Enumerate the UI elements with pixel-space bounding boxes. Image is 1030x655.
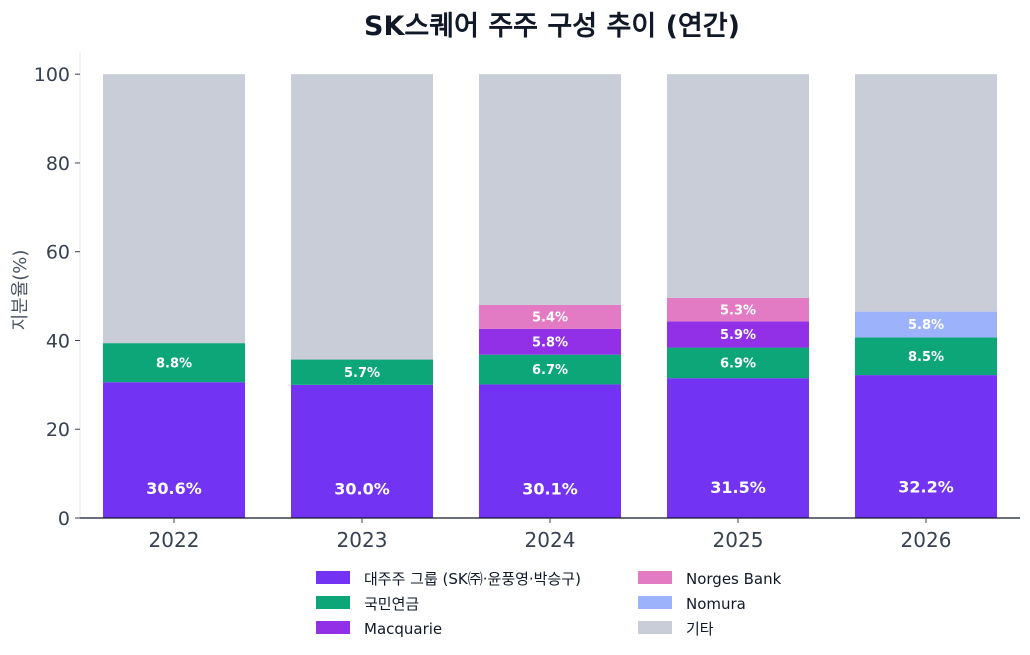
legend-swatch (316, 621, 350, 634)
bar-stack-2023: 30.0% 5.7% (291, 74, 433, 518)
x-tick-label: 2023 (337, 528, 388, 552)
bar-segment (103, 343, 245, 383)
y-axis-label: 지분율(%) (10, 250, 31, 331)
legend-swatch (638, 571, 672, 584)
bar-segment (667, 74, 809, 298)
x-tick-label: 2022 (149, 528, 200, 552)
bar-segment (103, 74, 245, 344)
legend-item: Norges Bank (638, 570, 782, 588)
y-tick-label: 40 (46, 330, 70, 352)
bar-segment (667, 321, 809, 348)
y-tick-label: 0 (58, 508, 70, 530)
bar-segment (667, 297, 809, 322)
legend-item: 기타 (638, 620, 714, 638)
data-label: 30.0% (334, 479, 390, 498)
data-label: 5.7% (344, 366, 380, 381)
bar-segment (855, 375, 997, 518)
y-axis: 0 20 40 60 80 100 (34, 52, 81, 530)
bar-segment (291, 74, 433, 360)
data-label: 6.9% (720, 357, 756, 372)
x-axis: 2022 2023 2024 2025 2026 (80, 517, 1020, 552)
legend-label: 국민연금 (364, 595, 419, 613)
bar-segment (479, 384, 621, 518)
legend-item: Macquarie (316, 620, 442, 638)
legend: 대주주 그룹 (SK㈜·윤풍영·박승구) 국민연금 Macquarie Norges … (316, 570, 782, 638)
y-tick-label: 80 (46, 153, 70, 175)
bar-stack-2022: 30.6% 8.8% (103, 74, 245, 518)
data-label: 5.8% (908, 318, 944, 333)
bar-stack-2024: 30.1% 6.7% 5.8% 5.4% (479, 74, 621, 518)
legend-swatch (316, 571, 350, 584)
legend-item: 국민연금 (316, 595, 419, 613)
data-label: 8.5% (908, 350, 944, 365)
legend-label: 기타 (686, 620, 714, 638)
data-label: 8.8% (156, 356, 192, 371)
bar-segment (667, 347, 809, 379)
bar-segment (479, 304, 621, 329)
bar-segment (291, 359, 433, 385)
legend-item: Nomura (638, 595, 746, 613)
bar-segment (479, 354, 621, 385)
legend-swatch (638, 621, 672, 634)
legend-label: Norges Bank (686, 570, 782, 588)
legend-label: 대주주 그룹 (SK㈜·윤풍영·박승구) (364, 570, 581, 588)
chart-title: SK스퀘어 주주 구성 추이 (연간) (364, 11, 740, 42)
legend-swatch (316, 596, 350, 609)
data-label: 30.6% (146, 479, 202, 498)
data-label: 5.3% (720, 303, 756, 318)
bar-stacks: 30.6% 8.8% 30.0% 5.7% 30.1% 6.7% 5.8% 5.4% 31.5%… (103, 74, 997, 518)
legend-swatch (638, 596, 672, 609)
bar-stack-2026: 32.2% 8.5% 5.8% (855, 74, 997, 518)
y-tick-label: 100 (34, 64, 70, 86)
bar-segment (667, 378, 809, 518)
bar-segment (291, 384, 433, 518)
data-label: 5.8% (532, 335, 568, 350)
data-label: 32.2% (898, 477, 954, 496)
data-label: 6.7% (532, 363, 568, 378)
legend-label: Nomura (686, 595, 746, 613)
bar-stack-2025: 31.5% 6.9% 5.9% 5.3% (667, 74, 809, 518)
x-tick-label: 2024 (525, 528, 576, 552)
data-label: 5.4% (532, 311, 568, 326)
legend-label: Macquarie (364, 620, 442, 638)
bar-segment (855, 311, 997, 338)
legend-item: 대주주 그룹 (SK㈜·윤풍영·박승구) (316, 570, 581, 588)
y-tick-label: 60 (46, 242, 70, 264)
x-tick-label: 2025 (713, 528, 764, 552)
data-label: 30.1% (522, 479, 578, 498)
x-tick-label: 2026 (901, 528, 952, 552)
y-tick-label: 20 (46, 419, 70, 441)
bar-segment (103, 382, 245, 518)
bar-segment (855, 74, 997, 312)
data-label: 5.9% (720, 328, 756, 343)
bar-segment (479, 328, 621, 355)
data-label: 31.5% (710, 478, 766, 497)
bar-segment (479, 74, 621, 305)
bar-segment (855, 337, 997, 376)
